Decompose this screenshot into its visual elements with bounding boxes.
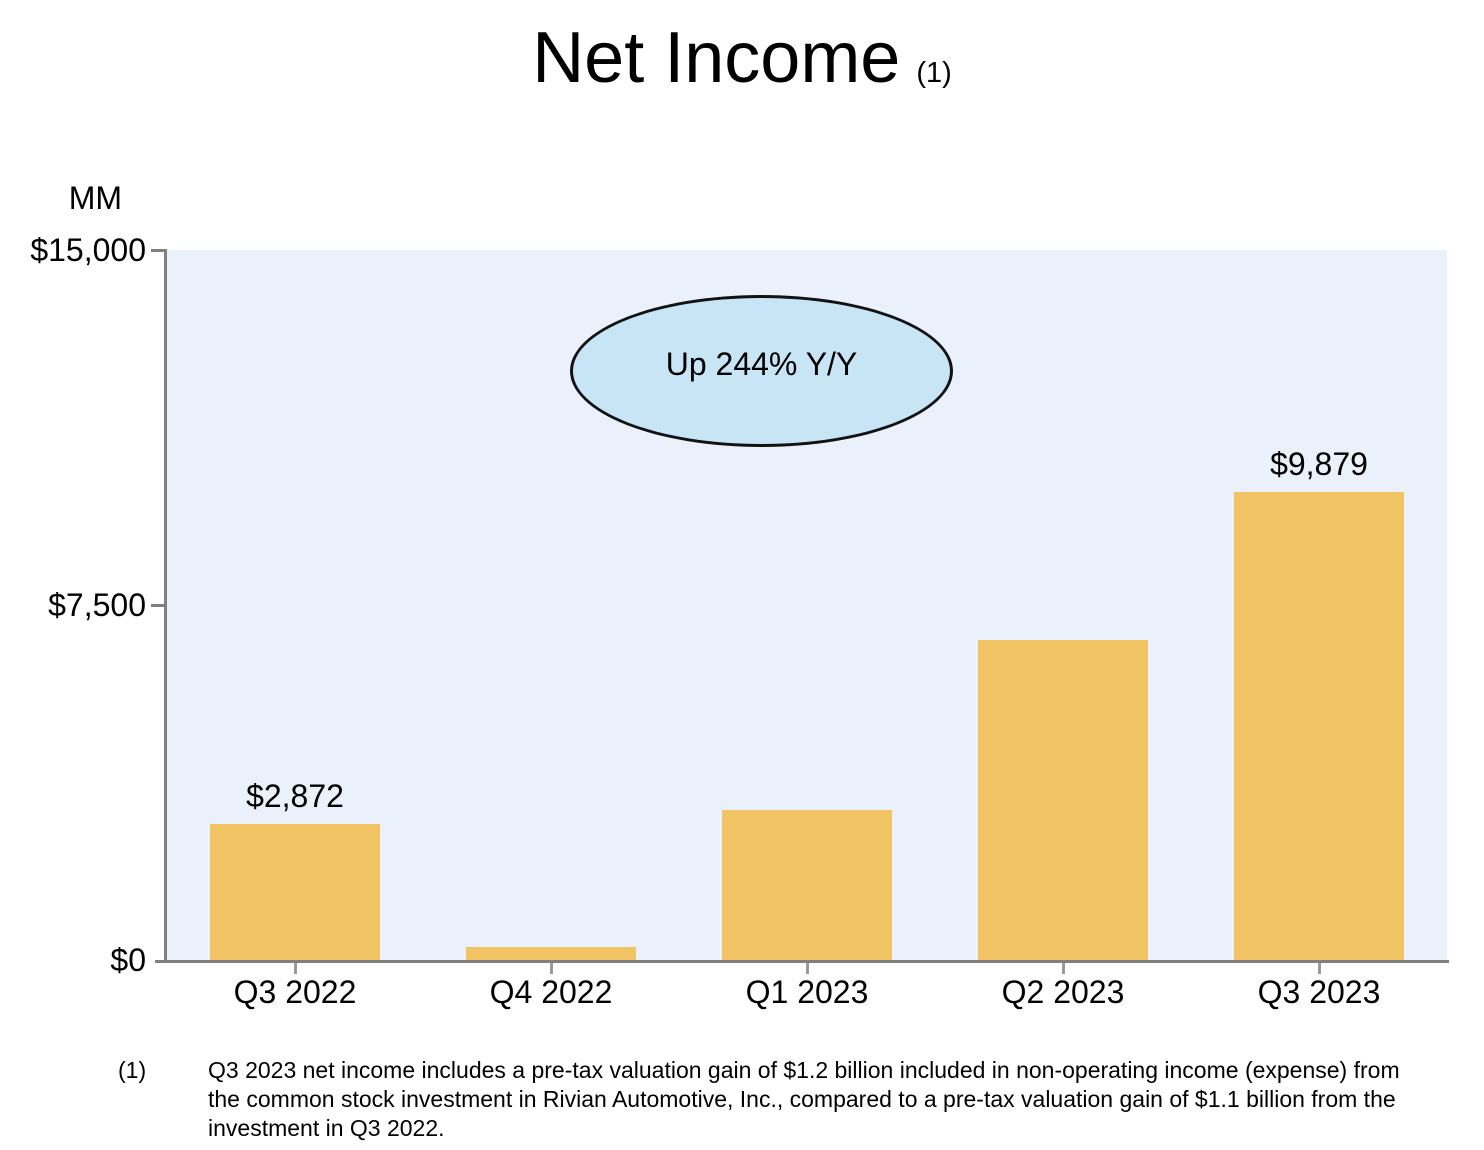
footnote: Q3 2023 net income includes a pre-tax va… bbox=[208, 1056, 1448, 1143]
x-tick-q2-2023 bbox=[1062, 963, 1065, 974]
bar-q1-2023 bbox=[722, 810, 892, 960]
y-tick-label-7500: $7,500 bbox=[48, 587, 146, 623]
y-tick-15000 bbox=[151, 249, 167, 252]
data-label-q3-2023: $9,879 bbox=[1270, 446, 1368, 482]
y-tick-label-0: $0 bbox=[110, 942, 146, 978]
bar-q3-2022 bbox=[210, 824, 380, 960]
page-title: Net Income (1) bbox=[0, 22, 1484, 109]
x-tick-q1-2023 bbox=[806, 963, 809, 974]
title-footnote-ref: (1) bbox=[916, 57, 952, 89]
callout-ellipse: Up 244% Y/Y bbox=[570, 295, 953, 447]
x-tick-label-q4-2022: Q4 2022 bbox=[489, 974, 613, 1010]
x-tick-label-q2-2023: Q2 2023 bbox=[1001, 974, 1125, 1010]
bar-q3-2023 bbox=[1234, 492, 1404, 960]
bar-q2-2023 bbox=[978, 640, 1148, 960]
footnote-marker: (1) bbox=[118, 1057, 147, 1083]
callout-text: Up 244% Y/Y bbox=[665, 345, 858, 382]
x-tick-label-q3-2022: Q3 2022 bbox=[233, 974, 357, 1010]
x-tick-q4-2022 bbox=[550, 963, 553, 974]
footnote-line-3: investment in Q3 2022. bbox=[208, 1115, 445, 1141]
footnote-line-1: Q3 2023 net income includes a pre-tax va… bbox=[208, 1057, 1400, 1083]
x-tick-label-q3-2023: Q3 2023 bbox=[1257, 974, 1381, 1010]
x-axis-line bbox=[155, 960, 1449, 963]
y-tick-7500 bbox=[151, 604, 167, 607]
y-tick-label-15000: $15,000 bbox=[30, 232, 146, 268]
x-tick-label-q1-2023: Q1 2023 bbox=[745, 974, 869, 1010]
y-axis-unit-label: MM bbox=[68, 180, 122, 216]
bar-q4-2022 bbox=[466, 947, 636, 960]
footnote-line-2: the common stock investment in Rivian Au… bbox=[208, 1086, 1396, 1112]
title-text: Net Income bbox=[532, 18, 901, 98]
x-tick-q3-2023 bbox=[1318, 963, 1321, 974]
x-tick-q3-2022 bbox=[294, 963, 297, 974]
data-label-q3-2022: $2,872 bbox=[246, 778, 344, 814]
